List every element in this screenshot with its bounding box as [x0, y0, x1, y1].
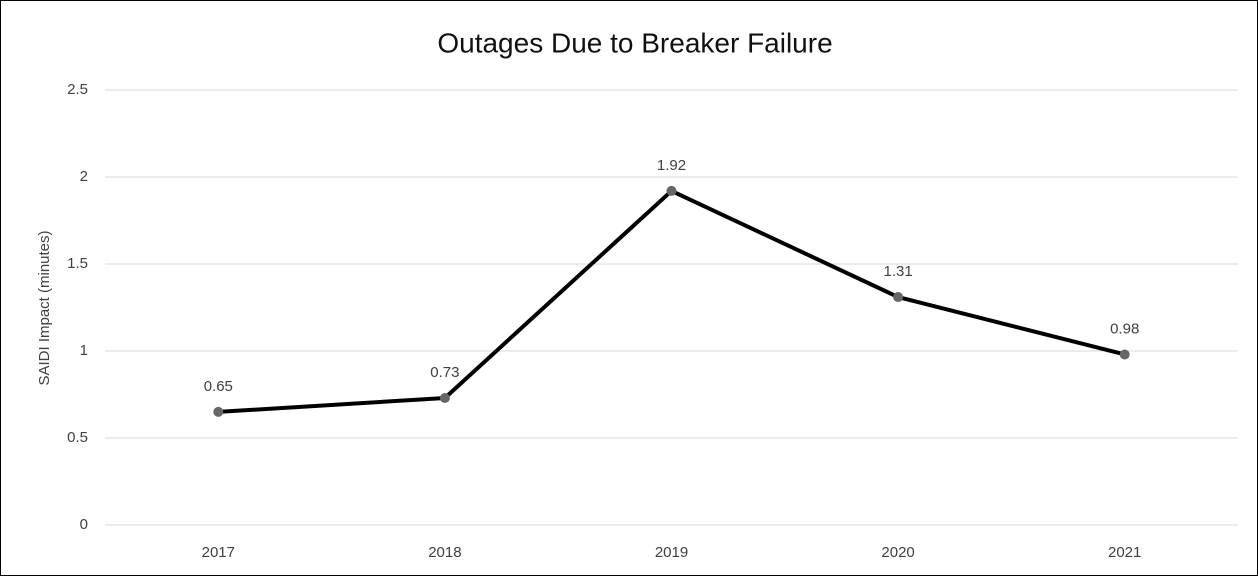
data-label: 0.73: [430, 364, 459, 381]
marker: [213, 406, 224, 417]
y-tick-label: 1: [80, 342, 88, 359]
data-label: 1.31: [883, 263, 912, 280]
x-tick-label: 2021: [1108, 544, 1141, 561]
x-tick-label: 2017: [202, 544, 235, 561]
y-tick-label: 2.5: [67, 81, 88, 98]
data-label: 1.92: [657, 157, 686, 174]
y-tick-label: 0.5: [67, 429, 88, 446]
chart-title: Outages Due to Breaker Failure: [437, 27, 832, 58]
y-axis-label: SAIDI Impact (minutes): [36, 230, 53, 385]
data-label: 0.98: [1110, 320, 1139, 337]
marker: [666, 185, 677, 196]
x-tick-label: 2020: [881, 544, 914, 561]
data-label: 0.65: [204, 378, 233, 395]
x-tick-label: 2019: [655, 544, 688, 561]
marker: [439, 392, 450, 403]
marker: [1119, 349, 1130, 360]
y-tick-label: 1.5: [67, 255, 88, 272]
marker: [893, 292, 904, 303]
y-tick-label: 2: [80, 168, 88, 185]
y-tick-label: 0: [80, 516, 88, 533]
x-tick-label: 2018: [428, 544, 461, 561]
